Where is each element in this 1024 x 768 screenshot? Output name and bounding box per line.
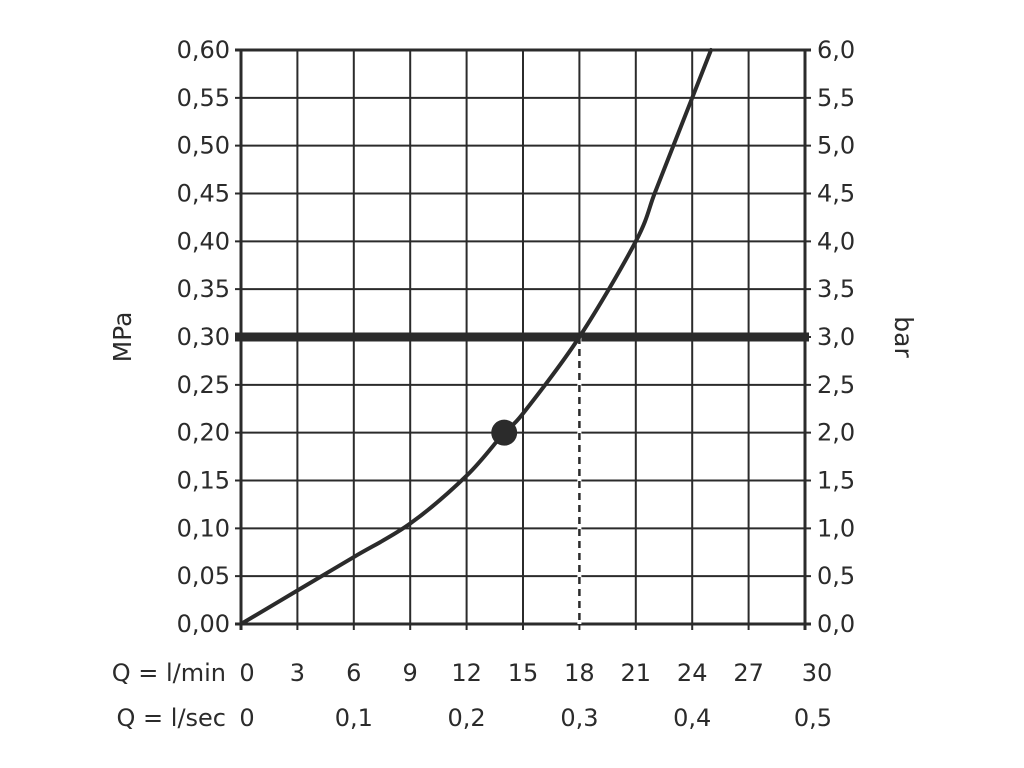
- y-right-tick-label: 6,0: [817, 36, 855, 64]
- x-secondary-tick-label: 0,3: [560, 704, 598, 732]
- y-right-tick-label: 2,5: [817, 371, 855, 399]
- x-secondary-tick-label: 0: [239, 704, 254, 732]
- y-right-tick-label: 0,5: [817, 562, 855, 590]
- x-axis-secondary-title: Q = l/sec: [117, 704, 226, 732]
- x-primary-tick-labels: 0 3 6 9 12 15 18 21 24 27 30: [239, 659, 832, 687]
- x-primary-tick-label: 3: [290, 659, 305, 687]
- y-left-tick-label: 0,05: [177, 562, 230, 590]
- y-left-tick-label: 0,55: [177, 84, 230, 112]
- x-primary-tick-label: 30: [802, 659, 833, 687]
- x-primary-tick-label: 12: [451, 659, 482, 687]
- y-right-tick-label: 0,0: [817, 610, 855, 638]
- x-primary-tick-label: 18: [564, 659, 595, 687]
- y-right-tick-label: 5,0: [817, 132, 855, 160]
- x-secondary-tick-labels: 0 0,1 0,2 0,3 0,4 0,5: [239, 704, 832, 732]
- y-right-tick-label: 1,0: [817, 514, 855, 542]
- y-axis-left-title: MPa: [108, 312, 137, 363]
- y-left-tick-label: 0,50: [177, 132, 230, 160]
- x-secondary-tick-label: 0,4: [673, 704, 711, 732]
- curve-layer: [239, 48, 713, 626]
- x-secondary-tick-label: 0,1: [335, 704, 373, 732]
- left-y-tick-labels: 0,00 0,05 0,10 0,15 0,20 0,25 0,30 0,35 0,40 0,45…: [177, 36, 230, 638]
- x-secondary-tick-label: 0,5: [794, 704, 832, 732]
- y-right-tick-label: 5,5: [817, 84, 855, 112]
- y-right-tick-label: 2,0: [817, 419, 855, 447]
- y-left-tick-label: 0,35: [177, 275, 230, 303]
- x-primary-tick-label: 15: [508, 659, 539, 687]
- marker-layer: [491, 419, 518, 446]
- y-left-tick-label: 0,30: [177, 323, 230, 351]
- y-left-tick-label: 0,45: [177, 180, 230, 208]
- x-secondary-tick-label: 0,2: [448, 704, 486, 732]
- y-left-tick-label: 0,25: [177, 371, 230, 399]
- x-primary-tick-label: 0: [239, 659, 254, 687]
- right-y-tick-labels: 0,0 0,5 1,0 1,5 2,0 2,5 3,0 3,5 4,0 4,5 5,0 5,5 6,0: [817, 36, 855, 638]
- x-axis-primary-title: Q = l/min: [112, 659, 226, 687]
- flow-curve: [239, 48, 713, 626]
- y-right-tick-label: 1,5: [817, 467, 855, 495]
- y-left-tick-label: 0,10: [177, 514, 230, 542]
- y-axis-right-title: bar: [889, 316, 918, 358]
- y-left-tick-label: 0,20: [177, 419, 230, 447]
- y-right-tick-label: 3,5: [817, 275, 855, 303]
- x-primary-tick-label: 21: [621, 659, 652, 687]
- y-right-tick-label: 3,0: [817, 323, 855, 351]
- operating-point-marker: [491, 419, 518, 446]
- y-left-tick-label: 0,15: [177, 467, 230, 495]
- y-left-tick-label: 0,00: [177, 610, 230, 638]
- y-left-tick-label: 0,60: [177, 36, 230, 64]
- x-primary-tick-label: 24: [677, 659, 708, 687]
- y-right-tick-label: 4,0: [817, 227, 855, 255]
- x-primary-tick-label: 27: [733, 659, 764, 687]
- x-primary-tick-label: 9: [403, 659, 418, 687]
- x-primary-tick-label: 6: [346, 659, 361, 687]
- y-right-tick-label: 4,5: [817, 180, 855, 208]
- y-left-tick-label: 0,40: [177, 227, 230, 255]
